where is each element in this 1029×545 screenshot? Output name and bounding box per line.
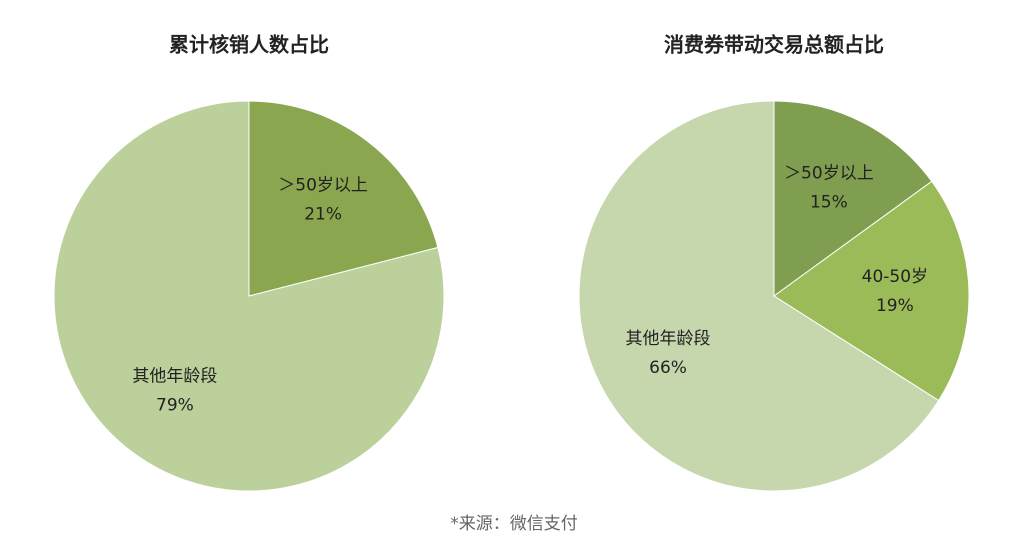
slice-label: ＞50岁以上 — [784, 163, 874, 183]
chart-title: 消费券带动交易总额占比 — [664, 33, 884, 57]
chart-title: 累计核销人数占比 — [169, 33, 329, 57]
pie-slice — [578, 100, 940, 492]
pie-slice — [248, 100, 439, 297]
slice-value-label: 15% — [810, 192, 848, 212]
pie-slice — [773, 100, 933, 297]
slice-value-label: 21% — [304, 204, 342, 224]
slice-label: 其他年龄段 — [626, 329, 711, 349]
slice-label: 40-50岁 — [862, 267, 928, 287]
pie-slice — [773, 180, 970, 402]
slice-value-label: 79% — [156, 396, 194, 416]
slice-label: ＞50岁以上 — [278, 175, 368, 195]
slice-label: 其他年龄段 — [132, 367, 217, 387]
pie-slice — [53, 100, 445, 492]
slice-value-label: 66% — [649, 358, 687, 378]
source-note: *来源：微信支付 — [450, 514, 578, 534]
slice-value-label: 19% — [876, 296, 914, 316]
